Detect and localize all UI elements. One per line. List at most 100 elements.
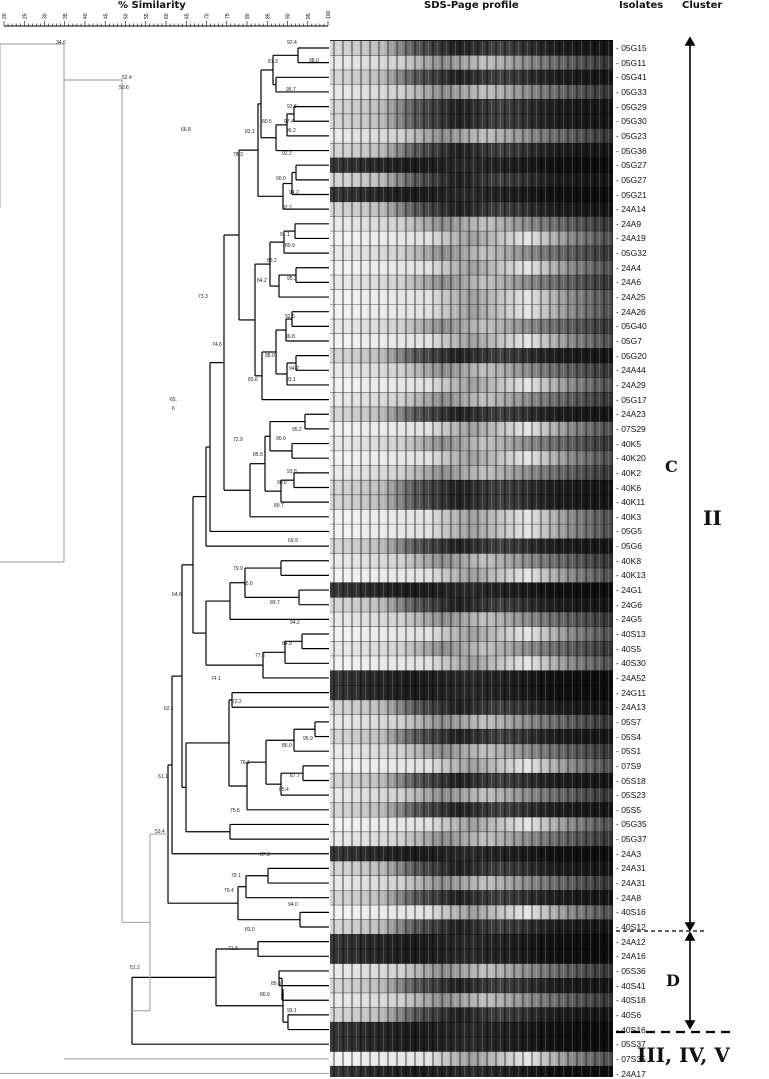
- isolate-label: - 24A52: [616, 672, 646, 683]
- isolate-label: - 07S29: [616, 423, 646, 434]
- node-value: 78.3: [233, 152, 243, 158]
- isolate-label: - 05G7: [616, 336, 642, 346]
- node-value: 73.3: [198, 294, 208, 300]
- node-value: 77.6: [255, 653, 265, 659]
- isolate-label: - 40K2: [616, 467, 642, 478]
- isolate-label: - 24A3: [616, 848, 642, 859]
- isolate-label: - 24G11: [616, 687, 647, 698]
- isolate-label: - 05S7: [616, 716, 642, 727]
- cluster-d-label: D: [666, 971, 680, 990]
- dendrogram: [131, 47, 329, 1045]
- cluster-ii-label: II: [703, 506, 722, 530]
- isolate-label: - 05G36: [616, 145, 647, 156]
- isolate-label: - 24A8: [616, 892, 642, 903]
- node-value: 89.7: [274, 503, 284, 509]
- isolate-label: - 24A25: [616, 292, 646, 303]
- isolate-label: - 05S1: [616, 746, 642, 757]
- cluster-column-title: Cluster: [682, 0, 723, 11]
- node-value: 79.9: [233, 566, 243, 572]
- isolate-label: - 05G30: [616, 116, 647, 127]
- isolate-label: - 40K8: [616, 555, 642, 566]
- sds-page-title: SDS-Page profile: [424, 0, 519, 11]
- node-value: 95.2: [292, 427, 302, 433]
- node-value: 66.8: [181, 127, 191, 133]
- isolate-label: - 05G17: [616, 394, 647, 405]
- isolate-label: - 05S5: [616, 804, 642, 815]
- node-value: 87.7: [290, 773, 300, 779]
- isolate-label: - 05S4: [616, 731, 642, 742]
- isolate-label: - 24A31: [616, 878, 646, 889]
- node-value: 72.2: [232, 699, 242, 705]
- node-value: 6: [172, 406, 175, 412]
- node-value: 71.8: [228, 946, 238, 952]
- scale-tick-label: 20: [2, 13, 8, 19]
- isolate-label: - 05G40: [616, 321, 647, 332]
- isolate-label: - 40S30: [616, 658, 646, 669]
- isolate-label: - 24G1: [616, 585, 642, 596]
- node-value: 69.9: [288, 538, 298, 544]
- scale-tick-label: 85: [265, 13, 271, 19]
- isolate-label: - 05G11: [616, 57, 647, 68]
- scale-tick-label: 90: [286, 13, 292, 19]
- cluster-markers: [616, 36, 735, 1034]
- isolate-label: - 40K13: [616, 570, 646, 581]
- isolate-label: - 05G41: [616, 72, 647, 83]
- isolate-label: - 05G37: [616, 834, 647, 845]
- cluster-c-label: C: [665, 457, 678, 476]
- node-value: 95.3: [287, 276, 297, 282]
- isolate-label: - 40K6: [616, 482, 642, 493]
- node-value: 83.6: [248, 377, 258, 383]
- node-value: 93.8: [287, 469, 297, 475]
- isolate-label: - 24A16: [616, 951, 646, 962]
- node-value: 83.1: [245, 129, 255, 135]
- node-value: 89.8: [271, 981, 281, 987]
- node-value: 62.1: [164, 706, 174, 712]
- isolate-label: - 05G32: [616, 248, 647, 259]
- isolate-label: - 05S18: [616, 775, 646, 786]
- node-value: 65.: [170, 397, 177, 403]
- isolate-label: - 24A19: [616, 233, 646, 244]
- isolate-label: - 05G20: [616, 350, 647, 361]
- node-value: 95.7: [286, 87, 296, 93]
- node-value: 84.2: [257, 278, 267, 284]
- scale-tick-label: 40: [83, 13, 89, 19]
- isolates-column-title: Isolates: [619, 0, 664, 11]
- isolate-label: - 07S35: [616, 1053, 646, 1064]
- node-value: 84.9: [282, 641, 292, 647]
- isolate-label: - 24A6: [616, 277, 642, 288]
- similarity-axis-title: % Similarity: [118, 0, 186, 11]
- node-value: 90.0: [276, 176, 286, 182]
- isolate-label: - 24A44: [616, 365, 646, 376]
- dendrogram-outer-links: [0, 43, 329, 1075]
- node-value: 94.2: [289, 366, 299, 372]
- isolate-label: - 24A29: [616, 379, 646, 390]
- isolate-label: - 05G21: [616, 189, 647, 200]
- isolate-label: - 24A12: [616, 936, 646, 947]
- scale-tick-label: 50: [124, 13, 130, 19]
- scale-tick-label: 100: [326, 10, 332, 19]
- node-value: 93.1: [287, 1008, 297, 1014]
- isolate-label: - 24A23: [616, 409, 646, 420]
- isolate-label: - 24A31: [616, 863, 646, 874]
- node-value: 74.6: [212, 342, 222, 348]
- isolate-label: - 40S18: [616, 995, 646, 1006]
- scale-tick-label: 45: [103, 13, 109, 19]
- isolate-label: - 05G27: [616, 160, 647, 171]
- node-value: 97.4: [284, 119, 294, 125]
- node-value: 95.9: [303, 736, 313, 742]
- isolate-label: - 24A26: [616, 306, 646, 317]
- node-value: 92.5: [285, 314, 295, 320]
- node-value: 92.2: [282, 151, 292, 157]
- node-value: 83.0: [245, 927, 255, 933]
- node-value: 79.1: [240, 760, 250, 766]
- isolate-label: - 40S16: [616, 1024, 646, 1035]
- isolate-label: - 24A9: [616, 218, 642, 229]
- node-value: 85.0: [282, 743, 292, 749]
- node-value: 86.9: [260, 992, 270, 998]
- scale-tick-label: 70: [205, 13, 211, 19]
- node-value: 34.6: [56, 40, 66, 46]
- node-value: 53.4: [155, 829, 165, 835]
- node-value: 79.1: [231, 873, 241, 879]
- node-similarity-values: 34.6 52.4 50.6 92.4 98.0 87.3 95.7 93.8 97.4 96.2…: [56, 40, 319, 1014]
